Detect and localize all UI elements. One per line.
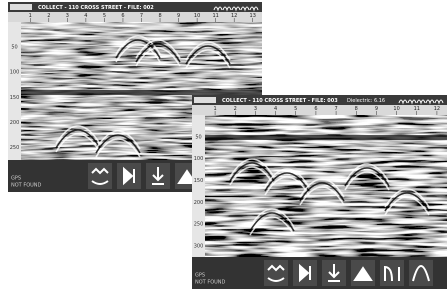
tool-button[interactable]	[88, 163, 112, 189]
tool-button[interactable]	[264, 260, 288, 286]
window-title: COLLECT - 110 CROSS STREET - FILE: 003	[222, 98, 338, 104]
ruler-label: 12	[434, 106, 440, 112]
ruler-label: 4	[84, 13, 87, 19]
depth-label: 150	[10, 95, 20, 101]
depth-label: 300	[194, 244, 204, 250]
reflector-band	[21, 90, 262, 95]
ruler-label: 7	[140, 13, 143, 19]
depth-label: 200	[194, 200, 204, 206]
ruler-label: 3	[254, 106, 257, 112]
screen: COLLECT - 110 CROSS STREET - FILE: 00212…	[0, 0, 447, 289]
ruler	[8, 12, 262, 22]
ruler-label: 1	[213, 106, 216, 112]
ground-band	[205, 117, 447, 123]
depth-label: 250	[10, 145, 20, 151]
tool-button[interactable]	[293, 260, 317, 286]
depth-label: 50	[11, 45, 17, 51]
gps-label: GPS	[195, 273, 205, 279]
ruler-label: 3	[66, 13, 69, 19]
ruler-label: 5	[294, 106, 297, 112]
depth-label: 100	[194, 156, 204, 162]
tool-button[interactable]	[351, 260, 375, 286]
tool-button[interactable]	[380, 260, 404, 286]
ruler-label: 9	[375, 106, 378, 112]
ruler-label: 11	[212, 13, 218, 19]
ruler-label: 8	[158, 13, 161, 19]
dielectric: Dielectric: 6.16	[347, 98, 385, 104]
gps-status: NOT FOUND	[195, 280, 226, 286]
ruler-label: 7	[334, 106, 337, 112]
gps-status: NOT FOUND	[11, 183, 42, 189]
ruler-label: 13	[250, 13, 256, 19]
button-face	[264, 260, 288, 286]
tool-button[interactable]	[322, 260, 346, 286]
ruler-label: 2	[47, 13, 50, 19]
window: COLLECT - 110 CROSS STREET - FILE: 003 Di…	[192, 95, 447, 289]
logo	[194, 97, 216, 103]
depth-label: 150	[194, 178, 204, 184]
reflector-band	[205, 135, 447, 140]
depth-label: 200	[10, 120, 20, 126]
button-face	[409, 260, 433, 286]
ruler-label: 6	[121, 13, 124, 19]
ruler-label: 5	[103, 13, 106, 19]
ruler-label: 10	[393, 106, 399, 112]
ruler-label: 2	[234, 106, 237, 112]
depth-axis	[8, 22, 21, 160]
depth-label: 100	[10, 70, 20, 76]
ruler-label: 1	[29, 13, 32, 19]
toolbar	[192, 257, 447, 289]
ruler-label: 12	[231, 13, 237, 19]
depth-label: 50	[195, 134, 201, 140]
gps-label: GPS	[11, 176, 21, 182]
ruler-label: 6	[314, 106, 317, 112]
ruler-label: 4	[274, 106, 277, 112]
ruler-label: 9	[177, 13, 180, 19]
tool-button[interactable]	[146, 163, 170, 189]
ground-band	[21, 24, 262, 30]
ruler-label: 10	[194, 13, 200, 19]
depth-label: 250	[194, 222, 204, 228]
button-face	[88, 163, 112, 189]
window-title: COLLECT - 110 CROSS STREET - FILE: 002	[38, 5, 154, 11]
ruler-label: 11	[414, 106, 420, 112]
tool-button[interactable]	[117, 163, 141, 189]
logo	[10, 4, 32, 10]
tool-button[interactable]	[409, 260, 433, 286]
ruler	[192, 105, 447, 115]
ruler-label: 8	[355, 106, 358, 112]
